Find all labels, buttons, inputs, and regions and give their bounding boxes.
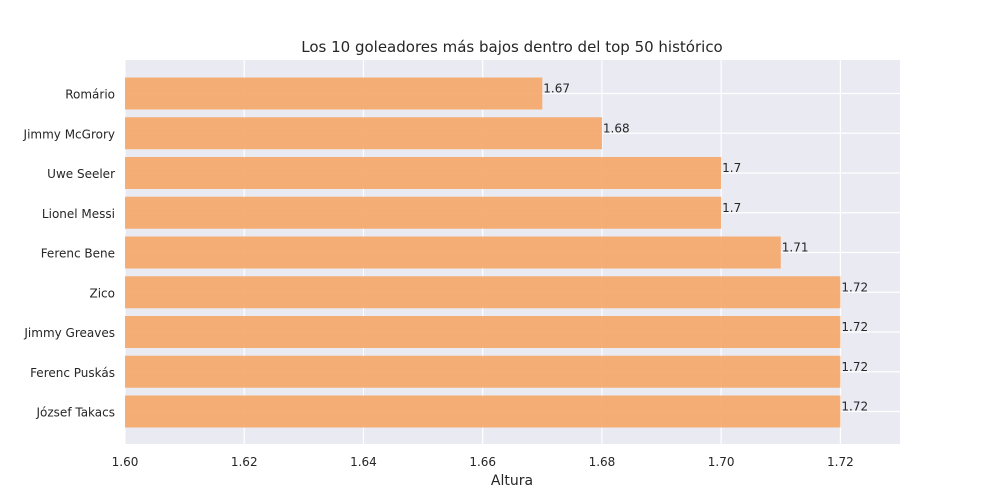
bars [125,77,841,428]
chart-title: Los 10 goleadores más bajos dentro del t… [301,38,723,56]
y-tick-labels: Romário Jimmy McGrory Uwe Seeler Lionel Mes… [23,88,116,420]
value-label: 1.67 [543,82,570,96]
x-tick-label: 1.64 [350,455,377,469]
y-tick-label: Jimmy Greaves [23,326,115,340]
value-label: 1.72 [841,360,868,374]
bar [125,157,722,189]
y-tick-label: Ferenc Puskás [30,366,115,380]
y-tick-label: Zico [90,286,116,300]
x-tick-label: 1.66 [469,455,496,469]
value-label: 1.71 [782,241,809,255]
bar [125,316,841,348]
bar [125,77,543,110]
value-label: 1.72 [841,320,868,334]
value-label: 1.68 [603,121,630,135]
value-label: 1.7 [722,201,741,215]
x-tick-label: 1.62 [231,455,258,469]
value-label: 1.72 [841,280,868,294]
x-tick-labels: 1.60 1.62 1.64 1.66 1.68 1.70 1.72 [112,455,854,469]
value-label: 1.72 [841,400,868,414]
x-tick-label: 1.72 [827,455,854,469]
y-tick-label: József Takacs [36,406,116,420]
y-tick-label: Uwe Seeler [47,167,115,181]
y-tick-label: Romário [65,88,115,102]
value-label: 1.7 [722,161,741,175]
bar [125,117,602,150]
y-tick-label: Lionel Messi [42,207,115,221]
y-tick-label: Jimmy McGrory [23,127,115,141]
x-tick-label: 1.60 [112,455,139,469]
bar [125,355,841,388]
bar [125,236,781,269]
y-tick-label: Ferenc Bene [41,247,115,261]
x-tick-label: 1.70 [708,455,735,469]
x-axis-label: Altura [491,473,533,489]
bar [125,276,841,309]
bar [125,395,841,428]
x-tick-label: 1.68 [589,455,616,469]
value-labels: 1.67 1.68 1.7 1.7 1.71 1.72 1.72 1.72 1.72 [543,82,868,414]
bar [125,196,722,229]
